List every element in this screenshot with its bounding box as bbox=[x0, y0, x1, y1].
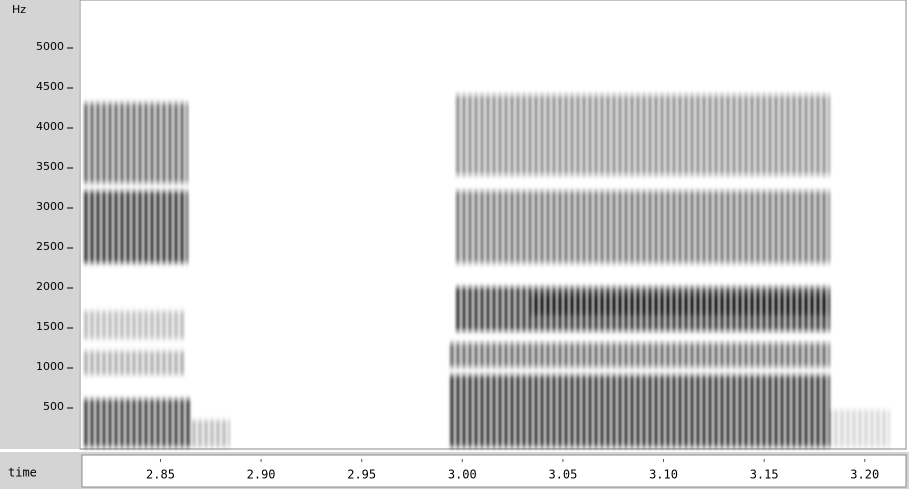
x-tick-label: 3.15 bbox=[750, 468, 779, 482]
y-tick-label: 2000 bbox=[36, 280, 64, 293]
y-axis-label: Hz bbox=[12, 3, 26, 16]
y-axis-panel bbox=[0, 0, 79, 449]
spectrogram-image bbox=[84, 95, 890, 447]
x-tick-label: 3.00 bbox=[448, 468, 477, 482]
x-tick-label: 3.20 bbox=[850, 468, 879, 482]
y-tick-label: 1500 bbox=[36, 320, 64, 333]
x-tick-label: 2.95 bbox=[347, 468, 376, 482]
x-axis-label: time bbox=[8, 466, 37, 480]
y-tick-label: 4500 bbox=[36, 80, 64, 93]
y-tick-label: 4000 bbox=[36, 120, 64, 133]
y-tick-label: 2500 bbox=[36, 240, 64, 253]
x-tick-label: 2.90 bbox=[247, 468, 276, 482]
x-tick-label: 2.85 bbox=[146, 468, 175, 482]
y-tick-label: 500 bbox=[43, 400, 64, 413]
x-tick-label: 3.10 bbox=[649, 468, 678, 482]
y-tick-label: 3500 bbox=[36, 160, 64, 173]
y-tick-label: 3000 bbox=[36, 200, 64, 213]
y-tick-label: 5000 bbox=[36, 40, 64, 53]
time-ruler bbox=[81, 454, 907, 488]
y-tick-label: 1000 bbox=[36, 360, 64, 373]
x-tick-label: 3.05 bbox=[548, 468, 577, 482]
